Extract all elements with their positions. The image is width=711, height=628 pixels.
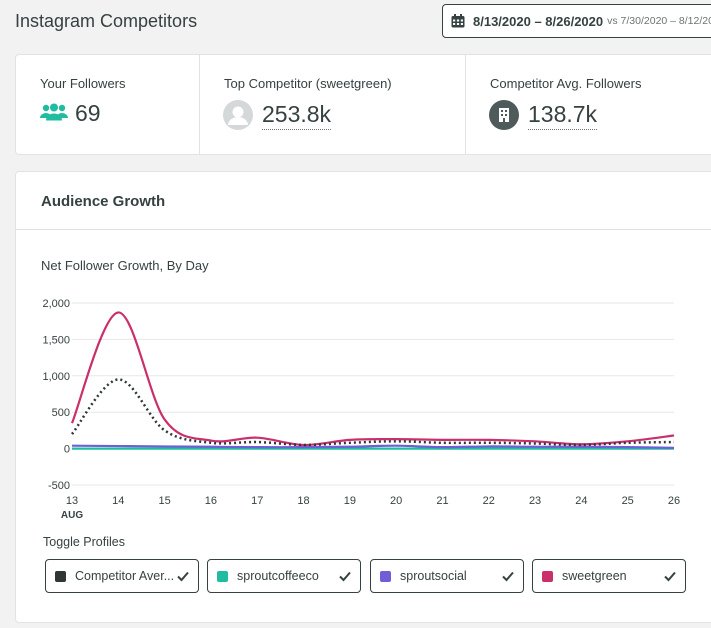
- x-tick-label: 22: [483, 495, 495, 507]
- check-icon: [502, 571, 514, 582]
- x-tick-label: 26: [668, 495, 680, 507]
- toggle-competitor-average[interactable]: Competitor Aver...: [45, 559, 199, 593]
- stat-competitor-avg: Competitor Avg. Followers 138.7k: [465, 55, 711, 154]
- x-tick-label: 13: [66, 495, 78, 507]
- x-tick-label: 16: [205, 495, 217, 507]
- stat-value[interactable]: 138.7k: [528, 101, 598, 130]
- toggle-label: sweetgreen: [562, 569, 627, 583]
- toggle-label: sproutcoffeeco: [237, 569, 319, 583]
- toggle-label: sproutsocial: [400, 569, 467, 583]
- color-swatch: [380, 570, 391, 582]
- page-title: Instagram Competitors: [15, 11, 198, 31]
- x-tick-label: 15: [158, 495, 170, 507]
- check-icon: [339, 571, 351, 582]
- card-title: Audience Growth: [41, 193, 166, 210]
- color-swatch: [217, 570, 228, 582]
- audience-growth-card: Audience Growth Net Follower Growth, By …: [15, 171, 711, 623]
- x-tick-label: 25: [622, 495, 634, 507]
- building-icon: [489, 100, 519, 130]
- stat-value[interactable]: 253.8k: [262, 101, 332, 130]
- y-tick-label: 1,500: [42, 334, 70, 346]
- date-range-picker[interactable]: 8/13/2020 – 8/26/2020 vs 7/30/2020 – 8/1…: [442, 4, 711, 38]
- toggle-sproutcoffeeco[interactable]: sproutcoffeeco: [207, 559, 361, 593]
- date-range-text: 8/13/2020 – 8/26/2020: [473, 13, 604, 29]
- check-icon: [664, 571, 676, 582]
- toggle-profiles-label: Toggle Profiles: [43, 535, 125, 549]
- toggle-sproutsocial[interactable]: sproutsocial: [370, 559, 524, 593]
- series-line-sweetgreen: [70, 311, 675, 447]
- calendar-icon: [451, 14, 465, 28]
- x-tick-label: 24: [575, 495, 587, 507]
- x-tick-label: 23: [529, 495, 541, 507]
- card-header: Audience Growth: [16, 172, 711, 230]
- y-tick-label: -500: [48, 480, 70, 492]
- stat-label: Competitor Avg. Followers: [490, 76, 642, 91]
- check-icon: [177, 571, 189, 582]
- chart-subtitle: Net Follower Growth, By Day: [41, 258, 209, 273]
- y-tick-label: 2,000: [42, 298, 70, 310]
- toggle-sweetgreen[interactable]: sweetgreen: [532, 559, 686, 593]
- compare-range-text: vs 7/30/2020 – 8/12/2020: [607, 15, 711, 27]
- x-month-label: AUG: [61, 510, 83, 521]
- series-line-sproutsocial: [71, 444, 675, 449]
- stat-top-competitor: Top Competitor (sweetgreen) 253.8k: [199, 55, 465, 154]
- stat-value: 69: [75, 100, 101, 126]
- page-header: Instagram Competitors 8/13/2020 – 8/26/2…: [0, 0, 711, 46]
- x-tick-label: 20: [390, 495, 402, 507]
- toggle-label: Competitor Aver...: [75, 569, 175, 583]
- series-line-competitor-aver: [71, 378, 675, 447]
- users-icon: [40, 103, 68, 121]
- stat-your-followers: Your Followers 69: [16, 55, 199, 154]
- avatar-placeholder-icon: [223, 100, 253, 130]
- net-follower-growth-chart: 2,000 1,500 1,000 500 0 -500 13 14 15 16 17 18 19 20 2…: [42, 298, 680, 521]
- x-tick-label: 18: [297, 495, 309, 507]
- x-tick-label: 21: [436, 495, 448, 507]
- stat-label: Your Followers: [40, 76, 126, 91]
- color-swatch: [55, 570, 66, 582]
- x-tick-label: 19: [344, 495, 356, 507]
- stat-label: Top Competitor (sweetgreen): [224, 76, 392, 91]
- color-swatch: [542, 570, 553, 582]
- stats-summary-card: Your Followers 69 Top Competitor (sweetg…: [15, 54, 711, 155]
- x-tick-label: 14: [112, 495, 124, 507]
- y-tick-label: 500: [52, 407, 70, 419]
- y-tick-label: 0: [64, 444, 70, 456]
- x-tick-label: 17: [251, 495, 263, 507]
- y-tick-label: 1,000: [42, 371, 70, 383]
